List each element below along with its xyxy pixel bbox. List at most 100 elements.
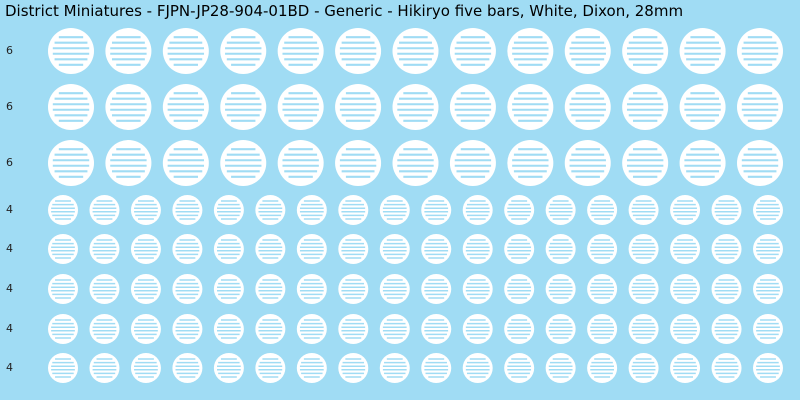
decal-disc (255, 234, 286, 264)
decal-disc (296, 195, 327, 225)
decal (162, 28, 209, 74)
decal (89, 353, 120, 383)
decal (379, 234, 410, 264)
decal-disc (564, 28, 611, 74)
decal-disc (220, 140, 267, 186)
decal-disc (105, 28, 152, 74)
decal-disc (255, 274, 286, 304)
decal-disc (462, 314, 493, 344)
decal (421, 234, 452, 264)
decal (379, 353, 410, 383)
decal-disc (213, 274, 244, 304)
decal (462, 274, 493, 304)
decal (130, 195, 161, 225)
decal (462, 353, 493, 383)
decal-disc (130, 314, 161, 344)
decal-disc (622, 84, 669, 130)
decal (587, 234, 618, 264)
decal-disc (296, 353, 327, 383)
decal (89, 234, 120, 264)
decal-disc (622, 140, 669, 186)
decal (213, 353, 244, 383)
decal (172, 274, 203, 304)
decal (711, 314, 742, 344)
decal-disc (48, 314, 78, 344)
decal (338, 234, 369, 264)
decal (462, 314, 493, 344)
decal-disc (338, 195, 369, 225)
decal (587, 314, 618, 344)
decal-disc (628, 274, 659, 304)
decal-disc (392, 84, 439, 130)
decal (130, 274, 161, 304)
decal (628, 234, 659, 264)
decal (622, 84, 669, 130)
decal-rows: 6 6 6 4 4 4 4 4 (6, 28, 783, 383)
decal (105, 140, 152, 186)
row-label: 4 (6, 203, 13, 216)
row-label: 4 (6, 322, 13, 335)
decal-disc (622, 28, 669, 74)
decal-disc (296, 274, 327, 304)
decal-disc (48, 28, 94, 74)
sheet-title: District Miniatures - FJPN-JP28-904-01BD… (5, 2, 683, 20)
decal-disc (162, 140, 209, 186)
decal-disc (670, 274, 701, 304)
decal (504, 353, 535, 383)
decal (670, 195, 701, 225)
decal (335, 84, 382, 130)
decal-disc (711, 314, 742, 344)
decal (507, 28, 554, 74)
decal-disc (545, 195, 576, 225)
decal (421, 274, 452, 304)
decal (296, 353, 327, 383)
decal (587, 195, 618, 225)
decal-disc (89, 314, 120, 344)
decal-disc (338, 314, 369, 344)
decal (670, 353, 701, 383)
decal-disc (462, 353, 493, 383)
decal (220, 140, 267, 186)
decal-disc (89, 234, 120, 264)
decal (462, 195, 493, 225)
decal (48, 28, 94, 74)
decal-disc (504, 314, 535, 344)
decal (296, 274, 327, 304)
decal-disc (421, 195, 452, 225)
decal (622, 140, 669, 186)
decal-disc (462, 195, 493, 225)
decal (711, 195, 742, 225)
decal (545, 314, 576, 344)
decal (587, 274, 618, 304)
decal-disc (172, 234, 203, 264)
decal (711, 353, 742, 383)
decal-disc (338, 274, 369, 304)
decal-disc (162, 28, 209, 74)
decal (628, 274, 659, 304)
decal-disc (753, 314, 783, 344)
decal (213, 314, 244, 344)
decal-disc (670, 314, 701, 344)
decal (737, 28, 783, 74)
decal (392, 28, 439, 74)
decal-disc (449, 84, 496, 130)
decal-disc (753, 274, 783, 304)
row-label: 4 (6, 282, 13, 295)
decal (255, 353, 286, 383)
decal (628, 353, 659, 383)
decal (213, 274, 244, 304)
decal-disc (753, 234, 783, 264)
row-label: 4 (6, 242, 13, 255)
decal-disc (296, 314, 327, 344)
decal (737, 140, 783, 186)
decal-disc (711, 195, 742, 225)
decal (753, 353, 783, 383)
decal (711, 274, 742, 304)
decal-disc (449, 28, 496, 74)
decal-disc (421, 353, 452, 383)
decal (296, 234, 327, 264)
decal (89, 274, 120, 304)
decal (679, 84, 726, 130)
decal-disc (277, 28, 324, 74)
decal (48, 84, 94, 130)
